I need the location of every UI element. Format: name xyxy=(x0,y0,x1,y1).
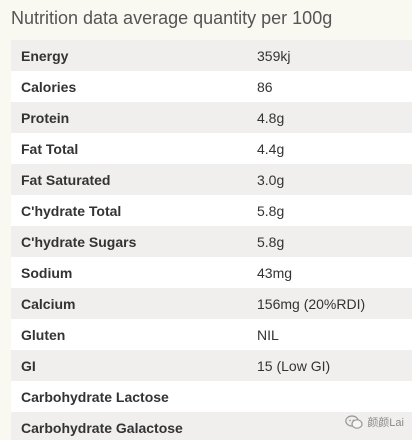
row-label: GI xyxy=(21,357,36,374)
row-label: Energy xyxy=(21,47,69,64)
row-value: 4.8g xyxy=(257,109,285,126)
row-value: 3.0g xyxy=(257,171,285,188)
row-label: Protein xyxy=(21,109,70,126)
table-row: Energy 359kj xyxy=(11,40,412,71)
page-title: Nutrition data average quantity per 100g xyxy=(11,8,333,28)
nutrition-table: Energy 359kj Calories 86 Protein 4.8g Fa… xyxy=(11,40,412,440)
row-value: 359kj xyxy=(257,47,291,64)
row-label: Carbohydrate Lactose xyxy=(21,388,169,405)
row-value: 156mg (20%RDI) xyxy=(257,295,366,312)
table-row: Calories 86 xyxy=(11,71,412,102)
table-row: C'hydrate Total 5.8g xyxy=(11,195,412,226)
table-row: Carbohydrate Galactose xyxy=(11,412,412,440)
table-row: Sodium 43mg xyxy=(11,257,412,288)
row-label: Sodium xyxy=(21,264,73,281)
row-label: Gluten xyxy=(21,326,66,343)
row-label: Fat Total xyxy=(21,140,79,157)
row-label: Carbohydrate Galactose xyxy=(21,419,183,436)
table-row: Calcium 156mg (20%RDI) xyxy=(11,288,412,319)
table-row: Fat Total 4.4g xyxy=(11,133,412,164)
table-row: GI 15 (Low GI) xyxy=(11,350,412,381)
table-row: Fat Saturated 3.0g xyxy=(11,164,412,195)
row-label: C'hydrate Total xyxy=(21,202,122,219)
table-row: Protein 4.8g xyxy=(11,102,412,133)
row-label: Calcium xyxy=(21,295,76,312)
table-row: C'hydrate Sugars 5.8g xyxy=(11,226,412,257)
table-row: Carbohydrate Lactose xyxy=(11,381,412,412)
row-value: 5.8g xyxy=(257,202,285,219)
table-row: Gluten NIL xyxy=(11,319,412,350)
row-label: Calories xyxy=(21,78,77,95)
row-value: 4.4g xyxy=(257,140,285,157)
chat-bubble-icon xyxy=(345,414,363,430)
row-value: NIL xyxy=(257,326,279,343)
row-value: 43mg xyxy=(257,264,293,281)
watermark: 颜颜Lai xyxy=(345,414,404,430)
row-value: 86 xyxy=(257,78,273,95)
watermark-text: 颜颜Lai xyxy=(367,417,404,429)
row-label: C'hydrate Sugars xyxy=(21,233,137,250)
row-value: 5.8g xyxy=(257,233,285,250)
row-label: Fat Saturated xyxy=(21,171,111,188)
row-value: 15 (Low GI) xyxy=(257,357,331,374)
